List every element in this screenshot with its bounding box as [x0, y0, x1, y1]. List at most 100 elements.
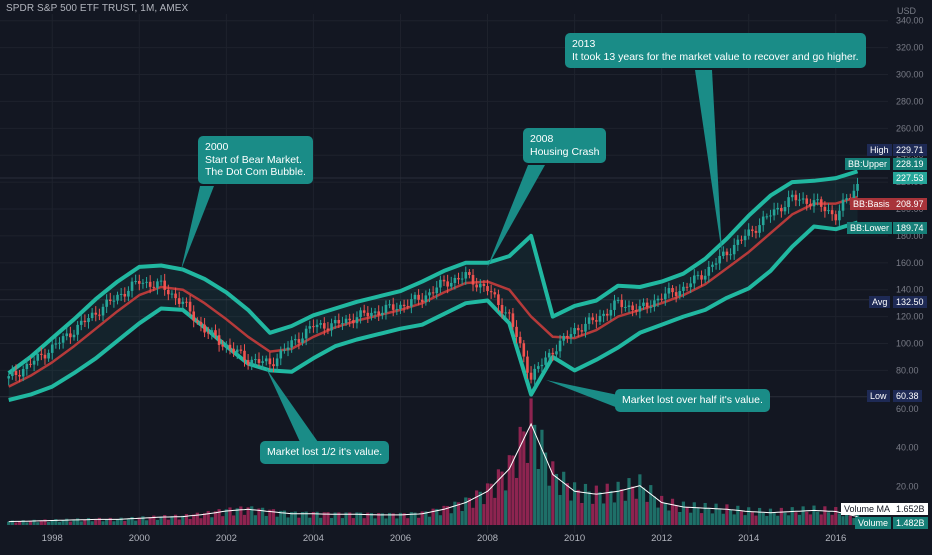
volume-bar	[369, 513, 374, 525]
time-tick-label: 1998	[42, 533, 63, 544]
volume-bar	[801, 506, 805, 525]
currency-label: USD	[897, 6, 917, 16]
volume-bar	[834, 507, 838, 525]
price-tick-label: 100.00	[896, 339, 924, 349]
volume-bar	[79, 521, 83, 525]
candle-body	[406, 306, 410, 308]
volume-bar	[438, 515, 442, 525]
candle-body	[660, 298, 663, 300]
candle-body	[446, 281, 449, 287]
volume-bar	[355, 512, 359, 525]
candle-body	[119, 293, 123, 295]
volume-bar	[547, 485, 551, 525]
candle-body	[747, 229, 751, 236]
volume-bar	[115, 519, 120, 525]
volume-bar	[268, 509, 272, 525]
annotation-2013[interactable]: 2013 It took 13 years for the market val…	[565, 33, 866, 68]
time-tick-label: 2002	[216, 533, 237, 544]
volume-bar	[315, 511, 319, 525]
time-tick-label: 2006	[390, 533, 411, 544]
pointer-2009	[546, 380, 618, 408]
annotation-2002-drop[interactable]: Market lost 1/2 it's value.	[260, 441, 390, 464]
bbupper-tag: BB:Upper	[845, 158, 891, 170]
candle-body	[196, 320, 199, 322]
candle-body	[605, 313, 609, 316]
candle-body	[384, 304, 388, 313]
volume-bar	[703, 502, 707, 525]
candle-body	[61, 336, 65, 343]
volume-bar	[282, 510, 286, 525]
low-value-tag: 60.38	[893, 390, 922, 402]
candle-body	[674, 292, 678, 296]
volume-bar	[507, 455, 511, 525]
candle-body	[453, 277, 457, 283]
high-value-tag: 229.71	[893, 144, 927, 156]
high-tag: High	[867, 144, 892, 156]
candle-body	[787, 197, 790, 208]
annotation-2008[interactable]: 2008 Housing Crash	[523, 128, 607, 163]
volume-bar	[126, 518, 131, 525]
volume-bar	[514, 477, 519, 525]
volume-bar	[152, 515, 156, 525]
time-tick-label: 2014	[738, 533, 759, 544]
volume-bar	[609, 490, 613, 525]
volume-bar	[217, 509, 221, 525]
volume-bar	[304, 511, 308, 525]
candle-body	[221, 344, 225, 347]
candle-body	[333, 319, 337, 324]
candle-body	[584, 323, 587, 332]
volume-bar	[253, 515, 257, 525]
volume-bar	[696, 507, 700, 525]
volume-bar	[841, 516, 845, 525]
candle-body	[692, 275, 696, 284]
candle-body	[65, 333, 69, 337]
volume-bar	[442, 505, 446, 525]
volume-bar	[199, 518, 203, 525]
candle-body	[108, 299, 112, 302]
volume-bar	[493, 497, 497, 525]
price-tick-label: 120.00	[896, 312, 924, 322]
candle-body	[627, 305, 631, 307]
candle-body	[856, 183, 859, 191]
volume-bar	[228, 507, 232, 525]
volume-bar	[14, 522, 18, 525]
volume-bar	[420, 511, 424, 525]
candle-body	[591, 317, 595, 321]
candle-body	[823, 206, 827, 212]
volume-value-tag: 1.482B	[893, 517, 928, 529]
volume-bar	[275, 516, 279, 525]
candle-body	[381, 312, 384, 316]
volume-bar	[224, 509, 228, 525]
candle-body	[341, 323, 344, 325]
candle-body	[620, 299, 624, 308]
volume-bar	[518, 426, 522, 525]
candle-body	[460, 278, 464, 280]
candle-body	[471, 274, 475, 285]
candle-body	[801, 198, 805, 200]
candle-body	[642, 302, 645, 307]
volume-bar	[551, 461, 555, 525]
volume-bar	[61, 520, 65, 525]
pointer-2008	[487, 165, 545, 268]
candle-body	[533, 368, 536, 380]
candle-body	[243, 350, 246, 361]
volume-tag: Volume	[855, 517, 892, 529]
volume-bar	[529, 398, 533, 525]
annotation-2009-drop[interactable]: Market lost over half it's value.	[615, 389, 770, 412]
candle-body	[76, 324, 79, 335]
candle-body	[261, 361, 264, 363]
annotation-2000[interactable]: 2000 Start of Bear Market. The Dot Com B…	[198, 136, 313, 184]
volume-bar	[319, 517, 323, 525]
volume-bar	[845, 510, 849, 525]
volume-bar	[623, 500, 627, 525]
volume-ma-line	[8, 422, 858, 523]
candle-body	[257, 359, 261, 363]
candle-body	[137, 281, 141, 284]
candle-body	[395, 308, 399, 310]
price-tick-label: 300.00	[896, 70, 924, 80]
volume-bar	[395, 518, 399, 525]
volume-bar	[17, 521, 22, 525]
volume-bar	[739, 511, 744, 525]
volume-bar	[674, 505, 678, 525]
